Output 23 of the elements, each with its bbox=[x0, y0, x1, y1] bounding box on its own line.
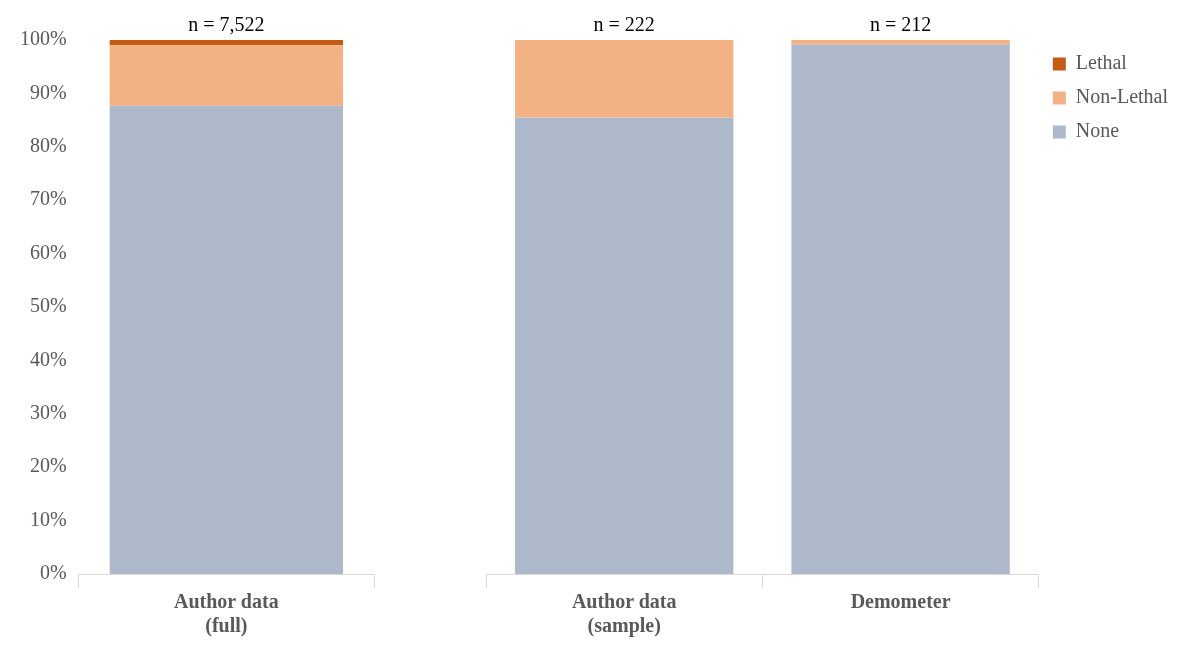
annotation: n = 7,522 bbox=[188, 13, 265, 36]
y-tick-label: 20% bbox=[29, 454, 67, 477]
legend-label: Lethal bbox=[1075, 51, 1128, 74]
y-tick-label: 70% bbox=[29, 187, 67, 210]
y-tick-label: 30% bbox=[29, 401, 67, 424]
legend-label: None bbox=[1075, 119, 1120, 142]
legend-label: Non-Lethal bbox=[1075, 85, 1169, 108]
bar bbox=[109, 45, 343, 106]
y-tick-label: 100% bbox=[19, 27, 67, 50]
y-tick-label: 40% bbox=[29, 347, 67, 370]
annotation: n = 212 bbox=[869, 13, 932, 36]
x-tick-label: Author data (sample) bbox=[571, 590, 677, 638]
bar bbox=[109, 40, 343, 46]
y-tick-label: 10% bbox=[29, 507, 67, 530]
y-tick-label: 90% bbox=[29, 80, 67, 103]
x-tick-label: Demometer bbox=[850, 590, 951, 613]
annotation: n = 222 bbox=[593, 13, 655, 36]
y-tick-label: 60% bbox=[29, 240, 67, 263]
y-tick-label: 50% bbox=[29, 294, 67, 317]
y-tick-label: 80% bbox=[29, 134, 67, 157]
bar bbox=[109, 105, 343, 574]
x-tick-label: Author data (full) bbox=[174, 590, 279, 638]
y-tick-label: 0% bbox=[39, 561, 67, 584]
